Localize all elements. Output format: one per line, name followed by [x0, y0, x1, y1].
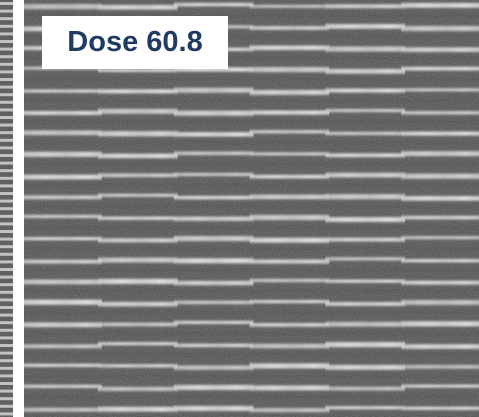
dose-label: Dose 60.8: [67, 26, 203, 58]
adjacent-micrograph-svg: [0, 0, 13, 417]
noise-overlay: [24, 0, 479, 417]
line-pattern-svg: [24, 0, 479, 417]
adjacent-micrograph-strip: [0, 0, 13, 417]
sem-micrograph: [24, 0, 479, 417]
panel-divider: [13, 0, 24, 417]
dose-label-box: Dose 60.8: [42, 16, 228, 69]
